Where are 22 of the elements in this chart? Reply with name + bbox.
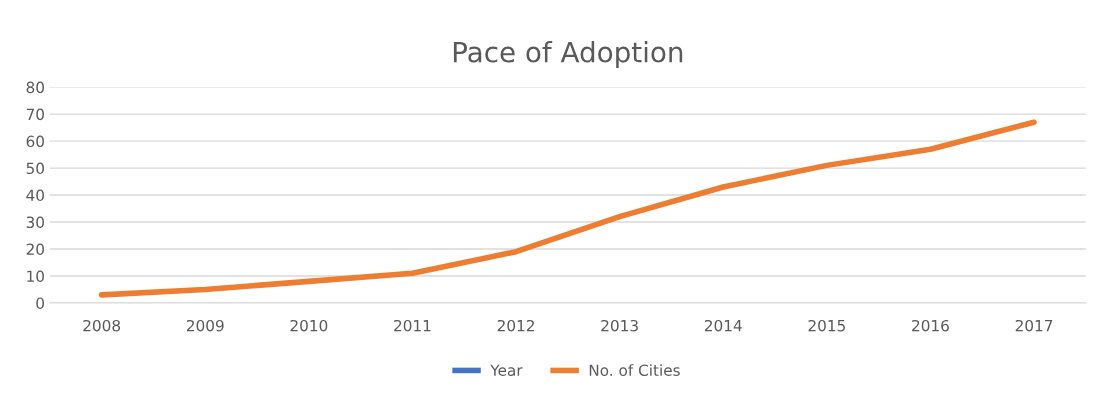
y-tick-label: 40 bbox=[26, 189, 44, 202]
x-tick-label: 2014 bbox=[704, 319, 742, 332]
chart-title: Pace of Adoption bbox=[453, 41, 683, 68]
x-tick-label: 2015 bbox=[808, 319, 845, 332]
y-tick-label: 50 bbox=[26, 162, 44, 175]
y-tick-label: 10 bbox=[27, 270, 44, 282]
y-tick-label: 70 bbox=[26, 108, 44, 121]
legend-label: Year bbox=[490, 364, 523, 376]
x-tick-label: 2012 bbox=[497, 319, 534, 332]
x-tick-label: 2009 bbox=[186, 319, 224, 332]
legend-label: No. of Cities bbox=[589, 364, 680, 376]
x-tick-label: 2008 bbox=[83, 319, 121, 332]
y-tick-label: 20 bbox=[26, 243, 44, 256]
y-tick-label: 30 bbox=[26, 216, 44, 229]
x-tick-label: 2013 bbox=[601, 319, 638, 332]
x-tick-label: 2010 bbox=[290, 319, 328, 332]
y-tick-label: 80 bbox=[26, 81, 44, 94]
y-tick-label: 60 bbox=[26, 135, 44, 148]
y-tick-label: 0 bbox=[36, 297, 44, 309]
x-tick-label: 2011 bbox=[394, 319, 431, 332]
x-tick-label: 2016 bbox=[912, 319, 949, 332]
x-tick-label: 2017 bbox=[1015, 319, 1053, 332]
